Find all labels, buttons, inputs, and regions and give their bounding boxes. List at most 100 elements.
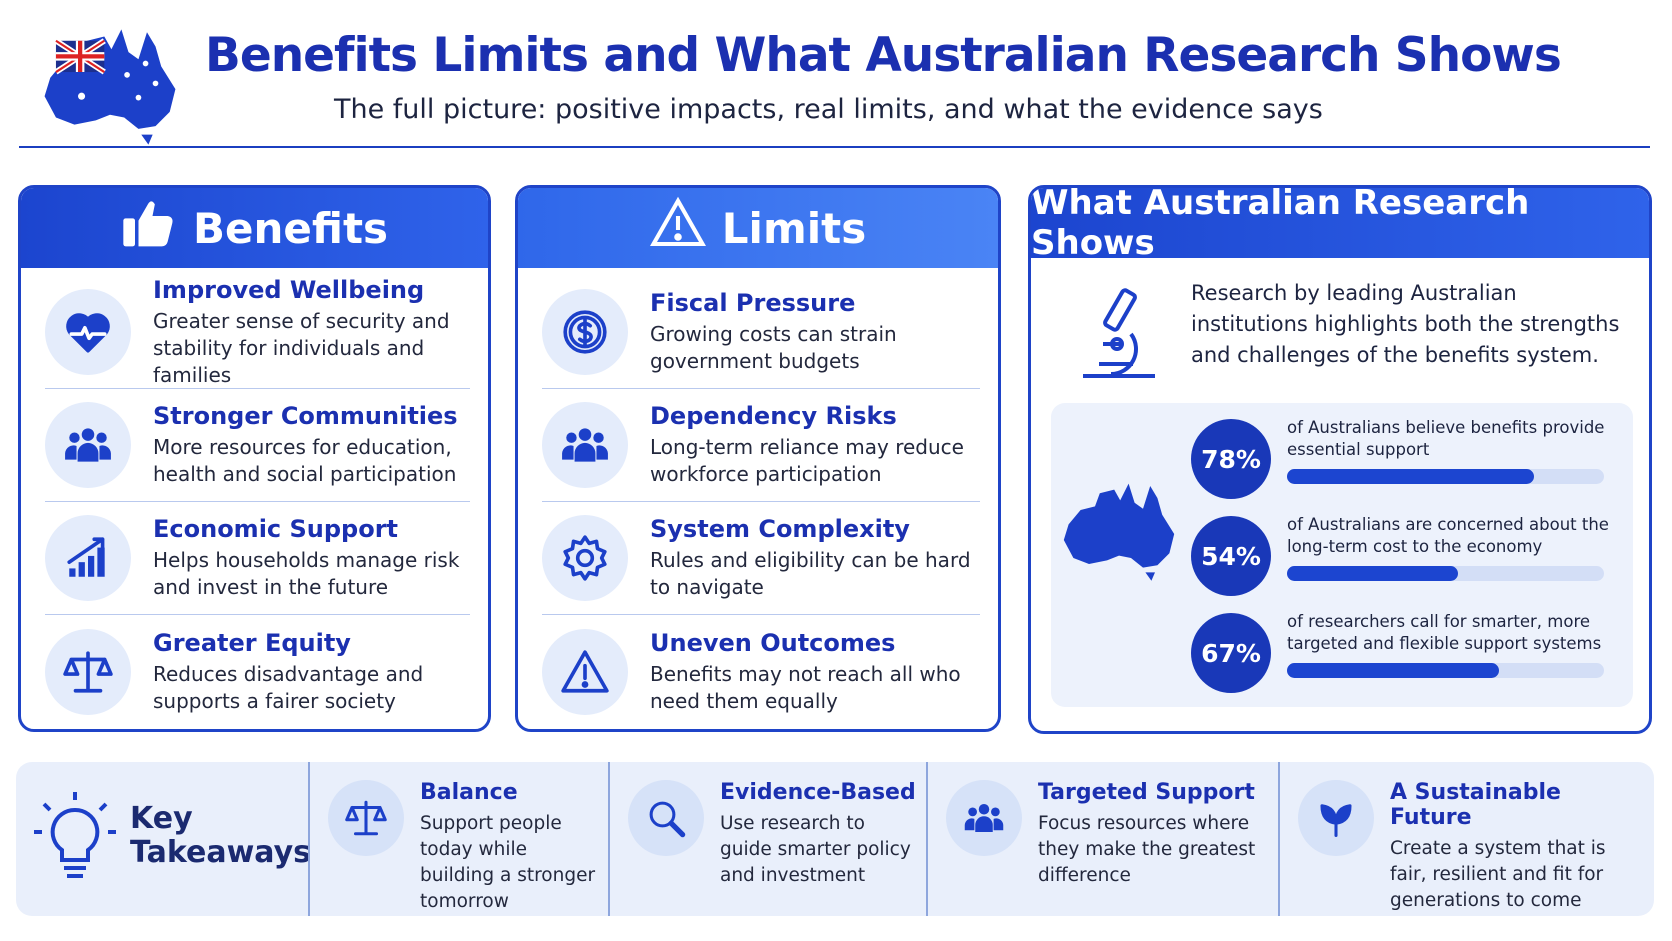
- takeaway-title: Evidence-Based: [720, 780, 916, 805]
- item-text: Helps households manage risk and invest …: [153, 548, 460, 599]
- stat: 54% of Australians are concerned about th…: [1191, 510, 1611, 602]
- item-body: Greater Equity Reduces disadvantage and s…: [153, 629, 470, 715]
- item-text: Reduces disadvantage and supports a fair…: [153, 661, 424, 713]
- takeaway: A Sustainable Future Create a system that…: [1278, 762, 1654, 916]
- takeaways-title: Key Takeaways: [130, 801, 312, 870]
- item-text: Rules and eligibility can be hard to nav…: [650, 548, 971, 599]
- stat-text: of Australians believe benefits provide …: [1287, 418, 1605, 459]
- item-title: System Complexity: [650, 515, 910, 543]
- stat-value: 78%: [1191, 419, 1271, 499]
- australia-map: [1063, 483, 1175, 581]
- takeaway-title: Targeted Support: [1038, 780, 1255, 805]
- takeaway: Targeted Support Focus resources where th…: [926, 762, 1278, 916]
- takeaway-body: Targeted Support Focus resources where th…: [1038, 780, 1270, 916]
- stat-text: of Australians are concerned about the l…: [1287, 515, 1609, 556]
- bar: [1287, 469, 1535, 484]
- item-body: Uneven Outcomes Benefits may not reach al…: [650, 629, 980, 715]
- item-body: System Complexity Rules and eligibility c…: [650, 515, 980, 601]
- takeaway: Balance Support people today while buildi…: [308, 762, 608, 916]
- icon: [946, 780, 1022, 856]
- bar-track: [1287, 663, 1604, 678]
- item-title: Improved Wellbeing: [153, 275, 425, 304]
- lightbulb-icon: [34, 792, 116, 878]
- item: Uneven Outcomes Benefits may not reach al…: [542, 615, 980, 728]
- item-body: Fiscal Pressure Growing costs can strain …: [650, 289, 980, 375]
- panel-title: Benefits: [192, 203, 389, 253]
- item-body: Stronger Communities More resources for e…: [153, 402, 470, 488]
- item: Economic Support Helps households manage …: [45, 502, 470, 615]
- item-title: Stronger Communities: [153, 402, 458, 430]
- item-title: Fiscal Pressure: [650, 289, 856, 317]
- benefits-panel: Benefits Improved Wellbeing Greater sense…: [18, 185, 491, 732]
- item-title: Uneven Outcomes: [650, 628, 896, 657]
- item-list: Improved Wellbeing Greater sense of secur…: [21, 268, 488, 728]
- takeaway-text: Use research to guide smarter policy and…: [720, 813, 911, 886]
- bar-track: [1287, 469, 1604, 484]
- divider: [19, 146, 1650, 148]
- bar-track: [1287, 566, 1604, 581]
- bar: [1287, 663, 1500, 678]
- stat: 67% of researchers call for smarter, more…: [1191, 607, 1611, 699]
- item-text: Long-term reliance may reduce workforce …: [650, 435, 964, 486]
- item-title: Greater Equity: [153, 628, 351, 657]
- stat-value: 67%: [1191, 613, 1271, 693]
- item-text: More resources for education, health and…: [153, 435, 457, 486]
- subtitle: The full picture: positive impacts, real…: [334, 94, 1323, 125]
- takeaway-body: Evidence-Based Use research to guide smar…: [720, 780, 918, 916]
- icon: [542, 515, 628, 601]
- icon: [45, 289, 131, 375]
- icon: [1298, 780, 1374, 856]
- limits-panel: Limits Fiscal Pressure Growing costs can …: [515, 185, 1001, 732]
- takeaway-text: Support people today while building a st…: [420, 813, 596, 912]
- icon: [45, 402, 131, 488]
- takeaway-text: Focus resources where they make the grea…: [1038, 813, 1256, 886]
- stat: 78% of Australians believe benefits provi…: [1191, 413, 1611, 505]
- item: System Complexity Rules and eligibility c…: [542, 502, 980, 615]
- icon: [45, 515, 131, 601]
- item: Stronger Communities More resources for e…: [45, 389, 470, 502]
- icon: [649, 195, 706, 261]
- microscope-icon: [1083, 288, 1155, 378]
- takeaway-body: Balance Support people today while buildi…: [420, 780, 600, 916]
- panel-header: Limits: [518, 188, 998, 268]
- takeaway-text: Create a system that is fair, resilient …: [1390, 838, 1606, 911]
- title: Benefits Limits and What Australian Rese…: [205, 28, 1562, 83]
- icon: [542, 628, 628, 715]
- bar: [1287, 566, 1459, 581]
- item-body: Economic Support Helps households manage …: [153, 515, 470, 601]
- item: Dependency Risks Long-term reliance may r…: [542, 389, 980, 502]
- icon: [628, 780, 704, 856]
- panel-title: What Australian Research Shows: [1031, 185, 1530, 263]
- item-body: Dependency Risks Long-term reliance may r…: [650, 402, 980, 488]
- item-text: Growing costs can strain government budg…: [650, 322, 897, 373]
- item: Improved Wellbeing Greater sense of secur…: [45, 276, 470, 389]
- logo: [44, 29, 176, 145]
- stats-box: 78% of Australians believe benefits provi…: [1051, 403, 1633, 707]
- item-body: Improved Wellbeing Greater sense of secur…: [153, 276, 470, 389]
- panel-title: Limits: [721, 203, 867, 253]
- intro-text: Research by leading Australian instituti…: [1191, 281, 1620, 367]
- icon: [542, 289, 628, 375]
- item: Fiscal Pressure Growing costs can strain …: [542, 276, 980, 389]
- panel-header: What Australian Research Shows: [1031, 188, 1649, 263]
- research-panel: What Australian Research Shows Research …: [1028, 185, 1652, 734]
- item-title: Dependency Risks: [650, 402, 897, 430]
- item-list: Fiscal Pressure Growing costs can strain …: [518, 268, 998, 728]
- item-text: Benefits may not reach all who need them…: [650, 661, 961, 713]
- icon: [45, 628, 131, 715]
- takeaways: Key Takeaways Balance Support people toda…: [16, 762, 1654, 916]
- icon: [542, 402, 628, 488]
- item: Greater Equity Reduces disadvantage and s…: [45, 615, 470, 728]
- takeaway-title: Balance: [420, 780, 518, 805]
- takeaway-title: A Sustainable Future: [1390, 780, 1561, 830]
- stat-value: 54%: [1191, 516, 1271, 596]
- panel-header: Benefits: [21, 188, 488, 268]
- icon: [121, 195, 177, 261]
- stat-text: of researchers call for smarter, more ta…: [1287, 612, 1602, 653]
- icon: [328, 780, 404, 856]
- item-text: Greater sense of security and stability …: [153, 308, 450, 387]
- takeaway-body: A Sustainable Future Create a system that…: [1390, 780, 1646, 916]
- item-title: Economic Support: [153, 515, 399, 543]
- takeaway: Evidence-Based Use research to guide smar…: [608, 762, 926, 916]
